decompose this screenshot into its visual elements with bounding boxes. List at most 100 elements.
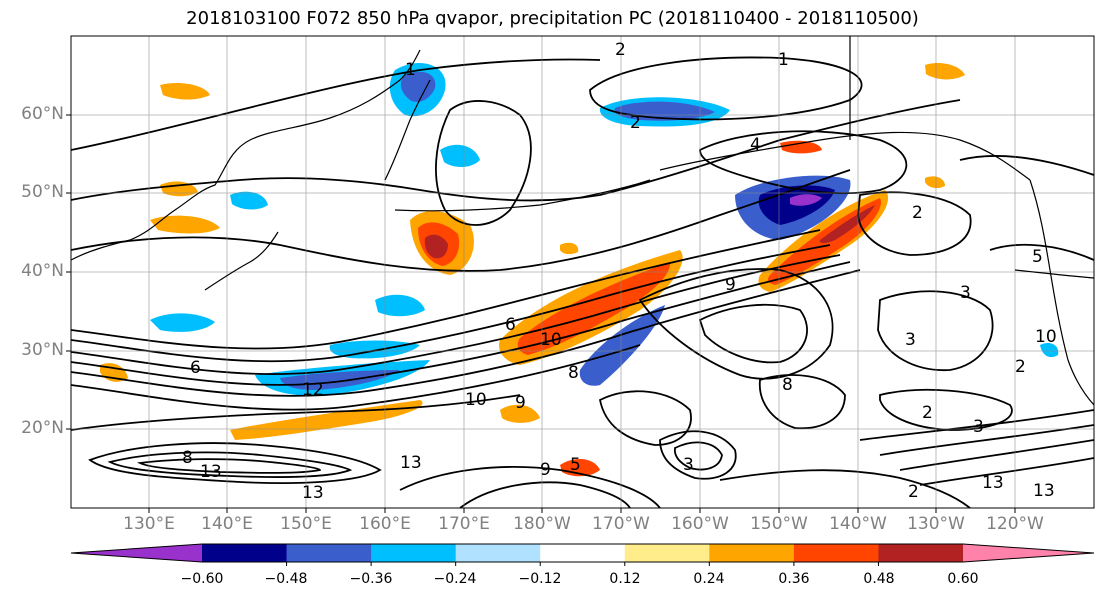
- colorbar-tick-label: −0.48: [264, 571, 308, 587]
- colorbar-tick-label: 0.36: [778, 571, 810, 587]
- lon-label: 170°E: [438, 514, 490, 534]
- contour-label: 13: [1033, 481, 1055, 501]
- contour-label: 9: [515, 393, 526, 413]
- coastlines: [71, 36, 1094, 406]
- contour-label: 6: [190, 358, 201, 378]
- colorbar-tick-label: 0.12: [609, 571, 641, 587]
- coastline-na-west: [1029, 179, 1094, 406]
- lon-label: 120°W: [986, 514, 1044, 534]
- positive-region: [160, 83, 210, 100]
- lon-label: 170°W: [592, 514, 650, 534]
- colorbar-tick-label: −0.60: [180, 571, 224, 587]
- contour-label: 1: [778, 50, 789, 70]
- contour-layer: [71, 56, 1094, 508]
- negative-region: [400, 71, 436, 102]
- contour-label: 1: [405, 60, 416, 80]
- lat-label: 60°N: [21, 104, 64, 124]
- lat-label: 40°N: [21, 261, 64, 281]
- lon-label: 130°W: [907, 514, 965, 534]
- negative-region: [440, 144, 480, 167]
- contour-label: 13: [982, 473, 1004, 493]
- positive-region: [560, 242, 579, 255]
- positive-region: [150, 215, 220, 234]
- contour-line: [71, 58, 601, 151]
- contour-line: [638, 268, 834, 380]
- contour-label: 5: [1032, 247, 1043, 267]
- lon-label: 180°W: [513, 514, 571, 534]
- positive-region: [925, 176, 945, 189]
- contour-label: 2: [912, 203, 923, 223]
- coastline-alaska: [659, 131, 1031, 181]
- contour-line: [719, 469, 971, 508]
- coastline-asia: [71, 49, 421, 261]
- contour-line: [919, 457, 1094, 486]
- contour-line: [673, 441, 723, 471]
- negative-region: [280, 370, 400, 390]
- border-canada-us: [1014, 269, 1094, 279]
- colorbar-tick-label: 0.48: [863, 571, 895, 587]
- contour-label: 9: [540, 460, 551, 480]
- contour-line: [71, 244, 831, 363]
- lat-label: 20°N: [21, 418, 64, 438]
- lon-label: 130°E: [123, 514, 175, 534]
- negative-region: [150, 313, 215, 332]
- contour-line: [107, 451, 353, 479]
- contour-line: [71, 254, 841, 375]
- contour-label: 3: [683, 455, 694, 475]
- positive-region: [424, 234, 448, 259]
- map-title: 2018103100 F072 850 hPa qvapor, precipit…: [186, 8, 919, 29]
- contour-line: [698, 303, 808, 364]
- contour-label: 10: [1035, 327, 1057, 347]
- contour-line: [758, 374, 846, 430]
- colorbar-tick-label: −0.36: [349, 571, 393, 587]
- colorbar-tick-label: −0.24: [433, 571, 477, 587]
- contour-line: [435, 100, 532, 226]
- colorbar-tick-label: 0.24: [693, 571, 725, 587]
- contour-line: [899, 439, 1094, 471]
- contour-line: [71, 99, 961, 202]
- contour-label: 8: [182, 448, 193, 468]
- positive-region: [517, 262, 671, 355]
- contour-line: [71, 169, 851, 272]
- contour-label: 13: [302, 483, 324, 503]
- contour-label: 8: [568, 363, 579, 383]
- contour-line: [71, 269, 861, 397]
- tick-marks: [66, 114, 1016, 513]
- contour-label: 2: [908, 482, 919, 502]
- coastline-kamchatka: [384, 79, 431, 181]
- contour-line: [136, 458, 321, 474]
- contour-line: [459, 481, 631, 508]
- lon-label: 140°E: [201, 514, 253, 534]
- contour-line: [859, 409, 1094, 441]
- lon-label: 150°W: [750, 514, 808, 534]
- lon-label: 140°W: [829, 514, 887, 534]
- contour-label: 2: [922, 403, 933, 423]
- contour-label: 3: [905, 330, 916, 350]
- contour-label: 5: [570, 455, 581, 475]
- negative-region: [579, 305, 665, 386]
- contour-line: [659, 430, 737, 480]
- contour-line: [399, 466, 661, 508]
- negative-region: [1040, 343, 1059, 358]
- contour-label: 6: [505, 315, 516, 335]
- negative-region: [790, 194, 822, 206]
- contour-line: [71, 261, 851, 386]
- contour-label: 9: [725, 275, 736, 295]
- contour-line: [989, 243, 1094, 261]
- contour-label: 10: [540, 330, 562, 350]
- contour-line: [589, 56, 863, 121]
- lat-label: 30°N: [21, 340, 64, 360]
- contour-label: 12: [302, 380, 324, 400]
- colorbar-tick-label: −0.12: [518, 571, 562, 587]
- contour-line: [877, 290, 994, 371]
- contour-line: [879, 388, 1013, 431]
- contour-line: [71, 229, 821, 350]
- contour-line: [71, 344, 641, 411]
- contour-label: 2: [630, 113, 641, 133]
- contour-line: [959, 155, 1094, 176]
- lon-label: 160°W: [671, 514, 729, 534]
- shading-layer: [100, 62, 1059, 477]
- negative-region: [375, 294, 425, 317]
- positive-region: [819, 205, 875, 243]
- contour-label: 3: [960, 283, 971, 303]
